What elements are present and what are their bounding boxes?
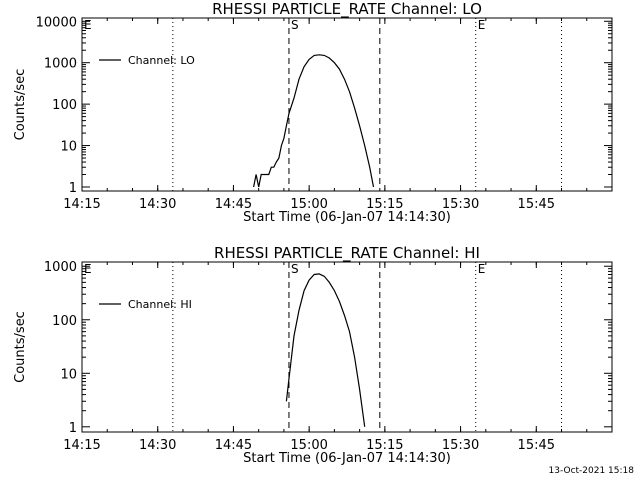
x-tick-label: 15:15 [366, 197, 403, 212]
x-tick-label: 15:45 [518, 197, 555, 212]
plot-frame [81, 261, 613, 433]
marker-label: E [478, 18, 486, 32]
y-tick-label: 100 [52, 98, 77, 113]
x-axis-label: Start Time (06-Jan-07 14:14:30) [243, 210, 451, 225]
chart-title: RHESSI PARTICLE_RATE Channel: LO [212, 0, 482, 19]
x-tick-label: 15:00 [290, 197, 327, 212]
y-tick-label: 10000 [36, 15, 77, 30]
plot-frame [81, 17, 613, 192]
y-tick-label: 1 [69, 421, 77, 436]
x-tick-label: 14:30 [139, 197, 176, 212]
y-axis-label: Counts/sec [13, 311, 28, 383]
marker-label: E [84, 262, 92, 276]
y-tick-label: 10 [60, 140, 77, 155]
y-tick-label: 10 [60, 367, 77, 382]
series-line [253, 54, 375, 188]
x-tick-label: 14:15 [63, 197, 100, 212]
x-tick-label: 15:00 [290, 438, 327, 453]
y-axis-label: Counts/sec [13, 69, 28, 141]
chart-title: RHESSI PARTICLE_RATE Channel: HI [214, 244, 480, 263]
x-tick-label: 15:45 [518, 438, 555, 453]
marker-label: E [84, 18, 92, 32]
chart-panel-hi: RHESSI PARTICLE_RATE Channel: HI 14:15 14:… [13, 244, 613, 466]
y-tick-label: 1000 [44, 260, 77, 275]
x-tick-label: 14:45 [215, 197, 252, 212]
marker-label: S [291, 262, 299, 276]
legend-label: Channel: LO [128, 54, 195, 67]
chart-panel-lo: RHESSI PARTICLE_RATE Channel: LO 14:15 14:… [13, 0, 613, 225]
x-tick-label: 15:30 [442, 197, 479, 212]
y-tick-label: 1000 [44, 57, 77, 72]
y-tick-label: 1 [69, 181, 77, 196]
marker-label: E [478, 262, 486, 276]
x-tick-label: 14:45 [215, 438, 252, 453]
y-tick-label: 100 [52, 314, 77, 329]
x-axis-label: Start Time (06-Jan-07 14:14:30) [243, 451, 451, 466]
footer-timestamp: 13-Oct-2021 15:18 [549, 466, 635, 476]
marker-label: S [291, 18, 299, 32]
x-tick-label: 15:15 [366, 438, 403, 453]
series-line [285, 273, 366, 427]
x-tick-label: 14:15 [63, 438, 100, 453]
x-tick-label: 15:30 [442, 438, 479, 453]
legend-label: Channel: HI [128, 298, 192, 311]
x-tick-label: 14:30 [139, 438, 176, 453]
